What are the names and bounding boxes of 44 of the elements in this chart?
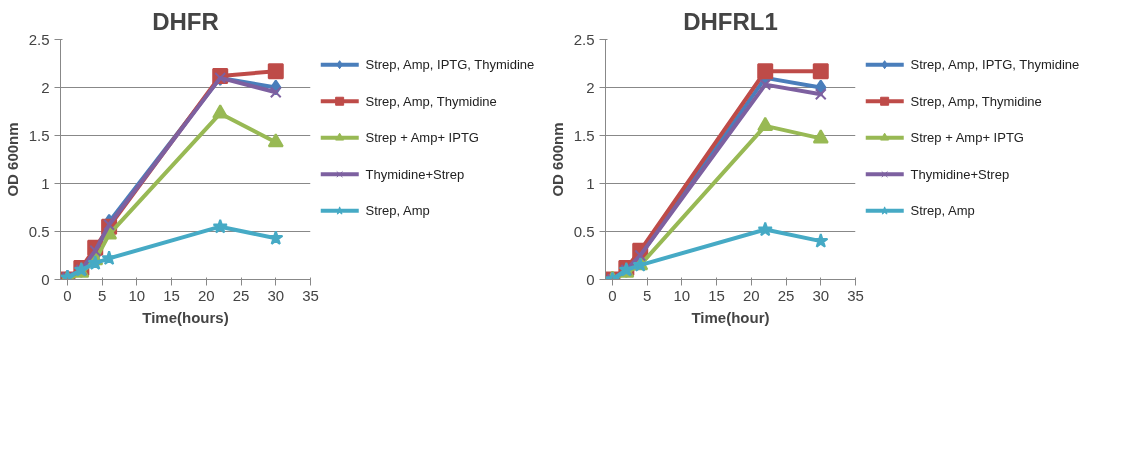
y-tick-label: 0.5 <box>28 222 50 240</box>
y-tick-label: 2.5 <box>573 30 595 48</box>
x-tick-label: 15 <box>708 286 725 304</box>
x-tick-label: 15 <box>163 286 180 304</box>
chart-title: DHFRL1 <box>683 7 778 35</box>
x-tick-label: 35 <box>302 286 319 304</box>
x-tick-label: 20 <box>197 286 215 304</box>
y-axis-title: OD 600nm <box>548 122 566 197</box>
legend-label: Strep, Amp <box>365 203 430 219</box>
x-tick-label: 25 <box>777 286 795 304</box>
x-tick-label: 20 <box>742 286 760 304</box>
y-tick-label: 0.5 <box>573 222 595 240</box>
x-tick-label: 30 <box>812 286 830 304</box>
legend-label: Strep, Amp, Thymidine <box>365 93 497 109</box>
x-tick-label: 0 <box>608 286 617 304</box>
legend-label: Thymidine+Strep <box>910 166 1010 182</box>
x-tick-label: 0 <box>63 286 72 304</box>
x-axis-title: Time(hours) <box>142 308 229 326</box>
y-tick-label: 2 <box>41 78 50 96</box>
y-tick-label: 1 <box>586 174 595 192</box>
legend-label: Thymidine+Strep <box>365 166 465 182</box>
y-tick-label: 0 <box>41 270 50 288</box>
x-tick-label: 30 <box>267 286 285 304</box>
x-axis-title: Time(hour) <box>691 308 770 326</box>
y-tick-label: 1.5 <box>28 126 50 144</box>
legend-label: Strep, Amp, IPTG, Thymidine <box>910 57 1080 73</box>
x-tick-label: 25 <box>232 286 250 304</box>
legend-label: Strep, Amp, Thymidine <box>910 93 1042 109</box>
legend-label: Strep, Amp, IPTG, Thymidine <box>365 57 535 73</box>
x-tick-label: 10 <box>673 286 691 304</box>
legend-label: Strep + Amp+ IPTG <box>910 130 1024 146</box>
chart-title: DHFR <box>152 7 219 35</box>
x-tick-label: 5 <box>643 286 652 304</box>
y-tick-label: 2 <box>586 78 595 96</box>
x-tick-label: 10 <box>128 286 146 304</box>
x-tick-label: 5 <box>98 286 107 304</box>
y-tick-label: 1 <box>41 174 50 192</box>
legend-label: Strep, Amp <box>910 203 975 219</box>
x-tick-label: 35 <box>847 286 864 304</box>
y-tick-label: 0 <box>586 270 595 288</box>
y-tick-label: 1.5 <box>573 126 595 144</box>
legend-label: Strep + Amp+ IPTG <box>365 130 479 146</box>
y-axis-title: OD 600nm <box>3 122 21 197</box>
y-tick-label: 2.5 <box>28 30 50 48</box>
